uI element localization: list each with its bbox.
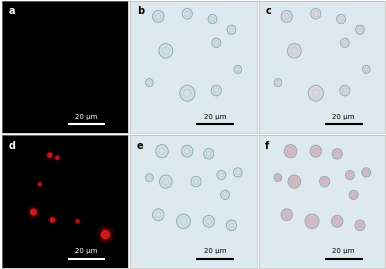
Circle shape bbox=[97, 226, 114, 243]
Circle shape bbox=[159, 44, 173, 58]
Circle shape bbox=[332, 148, 342, 159]
Circle shape bbox=[152, 209, 164, 221]
Text: 20 μm: 20 μm bbox=[332, 248, 355, 254]
Circle shape bbox=[355, 220, 365, 231]
Text: b: b bbox=[137, 6, 144, 16]
Circle shape bbox=[345, 170, 354, 180]
Circle shape bbox=[288, 44, 301, 58]
Circle shape bbox=[146, 174, 153, 182]
Circle shape bbox=[49, 217, 55, 223]
Circle shape bbox=[221, 190, 230, 200]
Circle shape bbox=[320, 176, 330, 187]
Circle shape bbox=[203, 215, 214, 227]
Circle shape bbox=[102, 231, 109, 239]
Circle shape bbox=[48, 153, 52, 157]
Circle shape bbox=[349, 190, 358, 200]
Circle shape bbox=[48, 216, 57, 224]
Circle shape bbox=[146, 79, 153, 87]
Circle shape bbox=[55, 155, 60, 160]
Text: 20 μm: 20 μm bbox=[204, 114, 226, 120]
Circle shape bbox=[156, 144, 168, 158]
Circle shape bbox=[75, 219, 80, 224]
Circle shape bbox=[217, 170, 226, 180]
Text: 20 μm: 20 μm bbox=[332, 114, 355, 120]
Text: f: f bbox=[265, 141, 269, 151]
Circle shape bbox=[227, 220, 237, 231]
Circle shape bbox=[74, 218, 81, 225]
Circle shape bbox=[234, 168, 242, 177]
Circle shape bbox=[181, 145, 193, 157]
Circle shape bbox=[31, 209, 36, 215]
Circle shape bbox=[208, 15, 217, 24]
Circle shape bbox=[356, 25, 364, 34]
Circle shape bbox=[46, 151, 54, 160]
Circle shape bbox=[234, 65, 242, 73]
Circle shape bbox=[310, 145, 322, 157]
Circle shape bbox=[159, 175, 172, 188]
Circle shape bbox=[305, 214, 319, 229]
Circle shape bbox=[38, 182, 42, 186]
Text: c: c bbox=[265, 6, 271, 16]
Circle shape bbox=[284, 144, 297, 158]
Circle shape bbox=[76, 220, 79, 223]
Circle shape bbox=[39, 183, 41, 186]
Circle shape bbox=[51, 218, 54, 222]
Circle shape bbox=[54, 154, 61, 161]
Text: 20 μm: 20 μm bbox=[75, 248, 98, 254]
Circle shape bbox=[191, 176, 201, 187]
Circle shape bbox=[100, 229, 111, 240]
Text: d: d bbox=[8, 141, 15, 151]
Circle shape bbox=[332, 215, 343, 227]
Circle shape bbox=[340, 85, 350, 96]
Circle shape bbox=[274, 174, 282, 182]
Text: 20 μm: 20 μm bbox=[75, 114, 98, 120]
Circle shape bbox=[37, 181, 42, 187]
Text: a: a bbox=[8, 6, 15, 16]
Circle shape bbox=[182, 9, 192, 19]
Circle shape bbox=[211, 85, 221, 96]
Circle shape bbox=[56, 156, 59, 159]
Circle shape bbox=[340, 38, 349, 48]
Circle shape bbox=[281, 10, 293, 22]
Circle shape bbox=[176, 214, 190, 229]
Circle shape bbox=[28, 206, 39, 218]
Circle shape bbox=[362, 168, 371, 177]
Circle shape bbox=[212, 38, 221, 48]
Circle shape bbox=[152, 10, 164, 22]
Circle shape bbox=[337, 15, 345, 24]
Circle shape bbox=[47, 152, 53, 158]
Text: e: e bbox=[137, 141, 143, 151]
Circle shape bbox=[274, 79, 282, 87]
Text: 20 μm: 20 μm bbox=[204, 248, 226, 254]
Circle shape bbox=[308, 85, 323, 101]
Circle shape bbox=[227, 25, 236, 34]
Circle shape bbox=[281, 209, 293, 221]
Circle shape bbox=[204, 148, 214, 159]
Circle shape bbox=[362, 65, 370, 73]
Circle shape bbox=[311, 9, 321, 19]
Circle shape bbox=[30, 208, 37, 216]
Circle shape bbox=[180, 85, 195, 101]
Circle shape bbox=[288, 175, 301, 188]
